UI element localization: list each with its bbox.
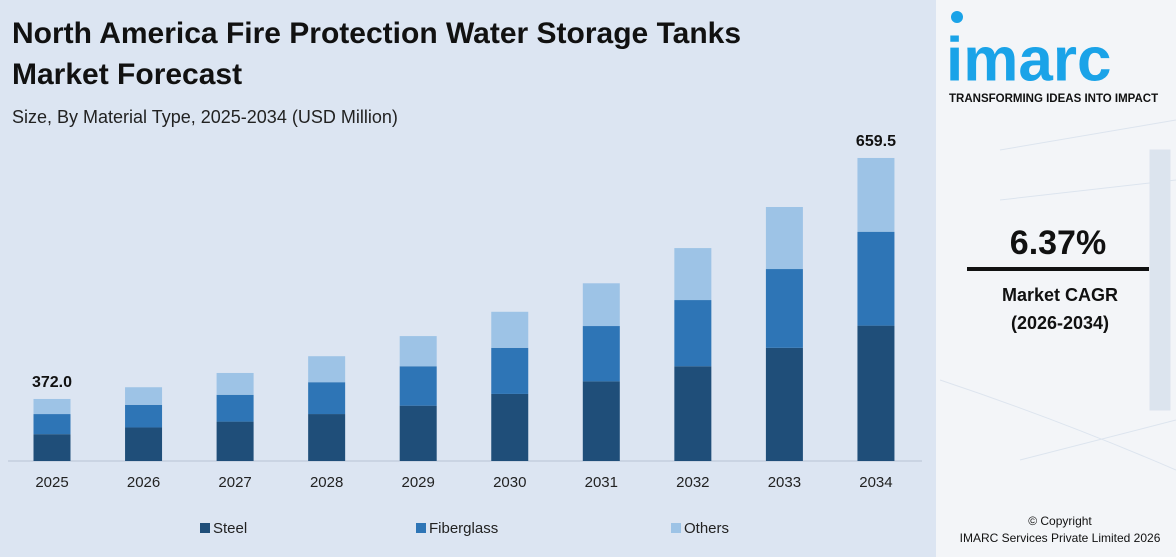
total-label: 372.0: [32, 374, 72, 391]
bar-segment: [33, 434, 71, 461]
x-tick-label: 2029: [402, 474, 435, 491]
chart-title: North America Fire Protection Water Stor…: [12, 17, 741, 91]
x-tick-label: 2034: [859, 474, 892, 491]
bar-segment: [857, 231, 895, 326]
legend-label: Steel: [213, 520, 247, 537]
panel-decoration: [939, 119, 1176, 471]
bar-segment: [582, 283, 620, 327]
chart-subtitle: Size, By Material Type, 2025-2034 (USD M…: [12, 107, 398, 127]
bar-segment: [399, 405, 437, 461]
bar-segment: [125, 427, 163, 461]
bar-segment: [125, 404, 163, 428]
x-tick-label: 2025: [35, 474, 68, 491]
bar-segment: [125, 387, 163, 405]
bar-segment: [399, 336, 437, 367]
bar-segment: [308, 356, 346, 383]
bar-segment: [674, 248, 712, 301]
x-tick-label: 2032: [676, 474, 709, 491]
bar-segment: [399, 366, 437, 406]
x-tick-label: 2030: [493, 474, 526, 491]
bar-segment: [491, 347, 529, 394]
bar-segment: [765, 207, 803, 270]
logo: imarc: [946, 25, 1111, 94]
bar-segment: [308, 414, 346, 461]
x-tick-label: 2028: [310, 474, 343, 491]
legend-swatch: [200, 523, 210, 533]
bar-segment: [33, 414, 71, 435]
bar-segment: [857, 157, 895, 232]
side-panel: [936, 0, 1176, 557]
x-tick-label: 2027: [218, 474, 251, 491]
bar-segment: [216, 421, 254, 461]
legend-swatch: [416, 523, 426, 533]
copyright: © Copyright: [1028, 514, 1092, 528]
company: IMARC Services Private Limited 2026: [960, 531, 1161, 545]
bar-segment: [674, 366, 712, 461]
bar-segment: [857, 325, 895, 461]
bar-segment: [33, 398, 71, 415]
legend-label: Others: [684, 520, 729, 537]
cagr-value: 6.37%: [1010, 224, 1106, 262]
cagr-label: Market CAGR: [1002, 285, 1118, 305]
logo-dot: [951, 11, 963, 23]
bar-segment: [765, 269, 803, 348]
bar-segment: [582, 381, 620, 461]
legend-label: Fiberglass: [429, 520, 498, 537]
bar-segment: [308, 382, 346, 415]
x-tick-label: 2026: [127, 474, 160, 491]
bar-segment: [491, 393, 529, 461]
tagline: TRANSFORMING IDEAS INTO IMPACT: [949, 93, 1158, 105]
bar-segment: [582, 326, 620, 382]
bar-segment: [491, 311, 529, 348]
bar-segment: [216, 372, 254, 395]
bar-segment: [765, 347, 803, 461]
x-tick-label: 2031: [585, 474, 618, 491]
total-label: 659.5: [856, 133, 896, 150]
bar-segment: [674, 300, 712, 367]
bar-segment: [216, 394, 254, 422]
legend-swatch: [671, 523, 681, 533]
cagr-rule: [967, 267, 1149, 271]
cagr-period: (2026-2034): [1011, 313, 1109, 333]
x-tick-label: 2033: [768, 474, 801, 491]
